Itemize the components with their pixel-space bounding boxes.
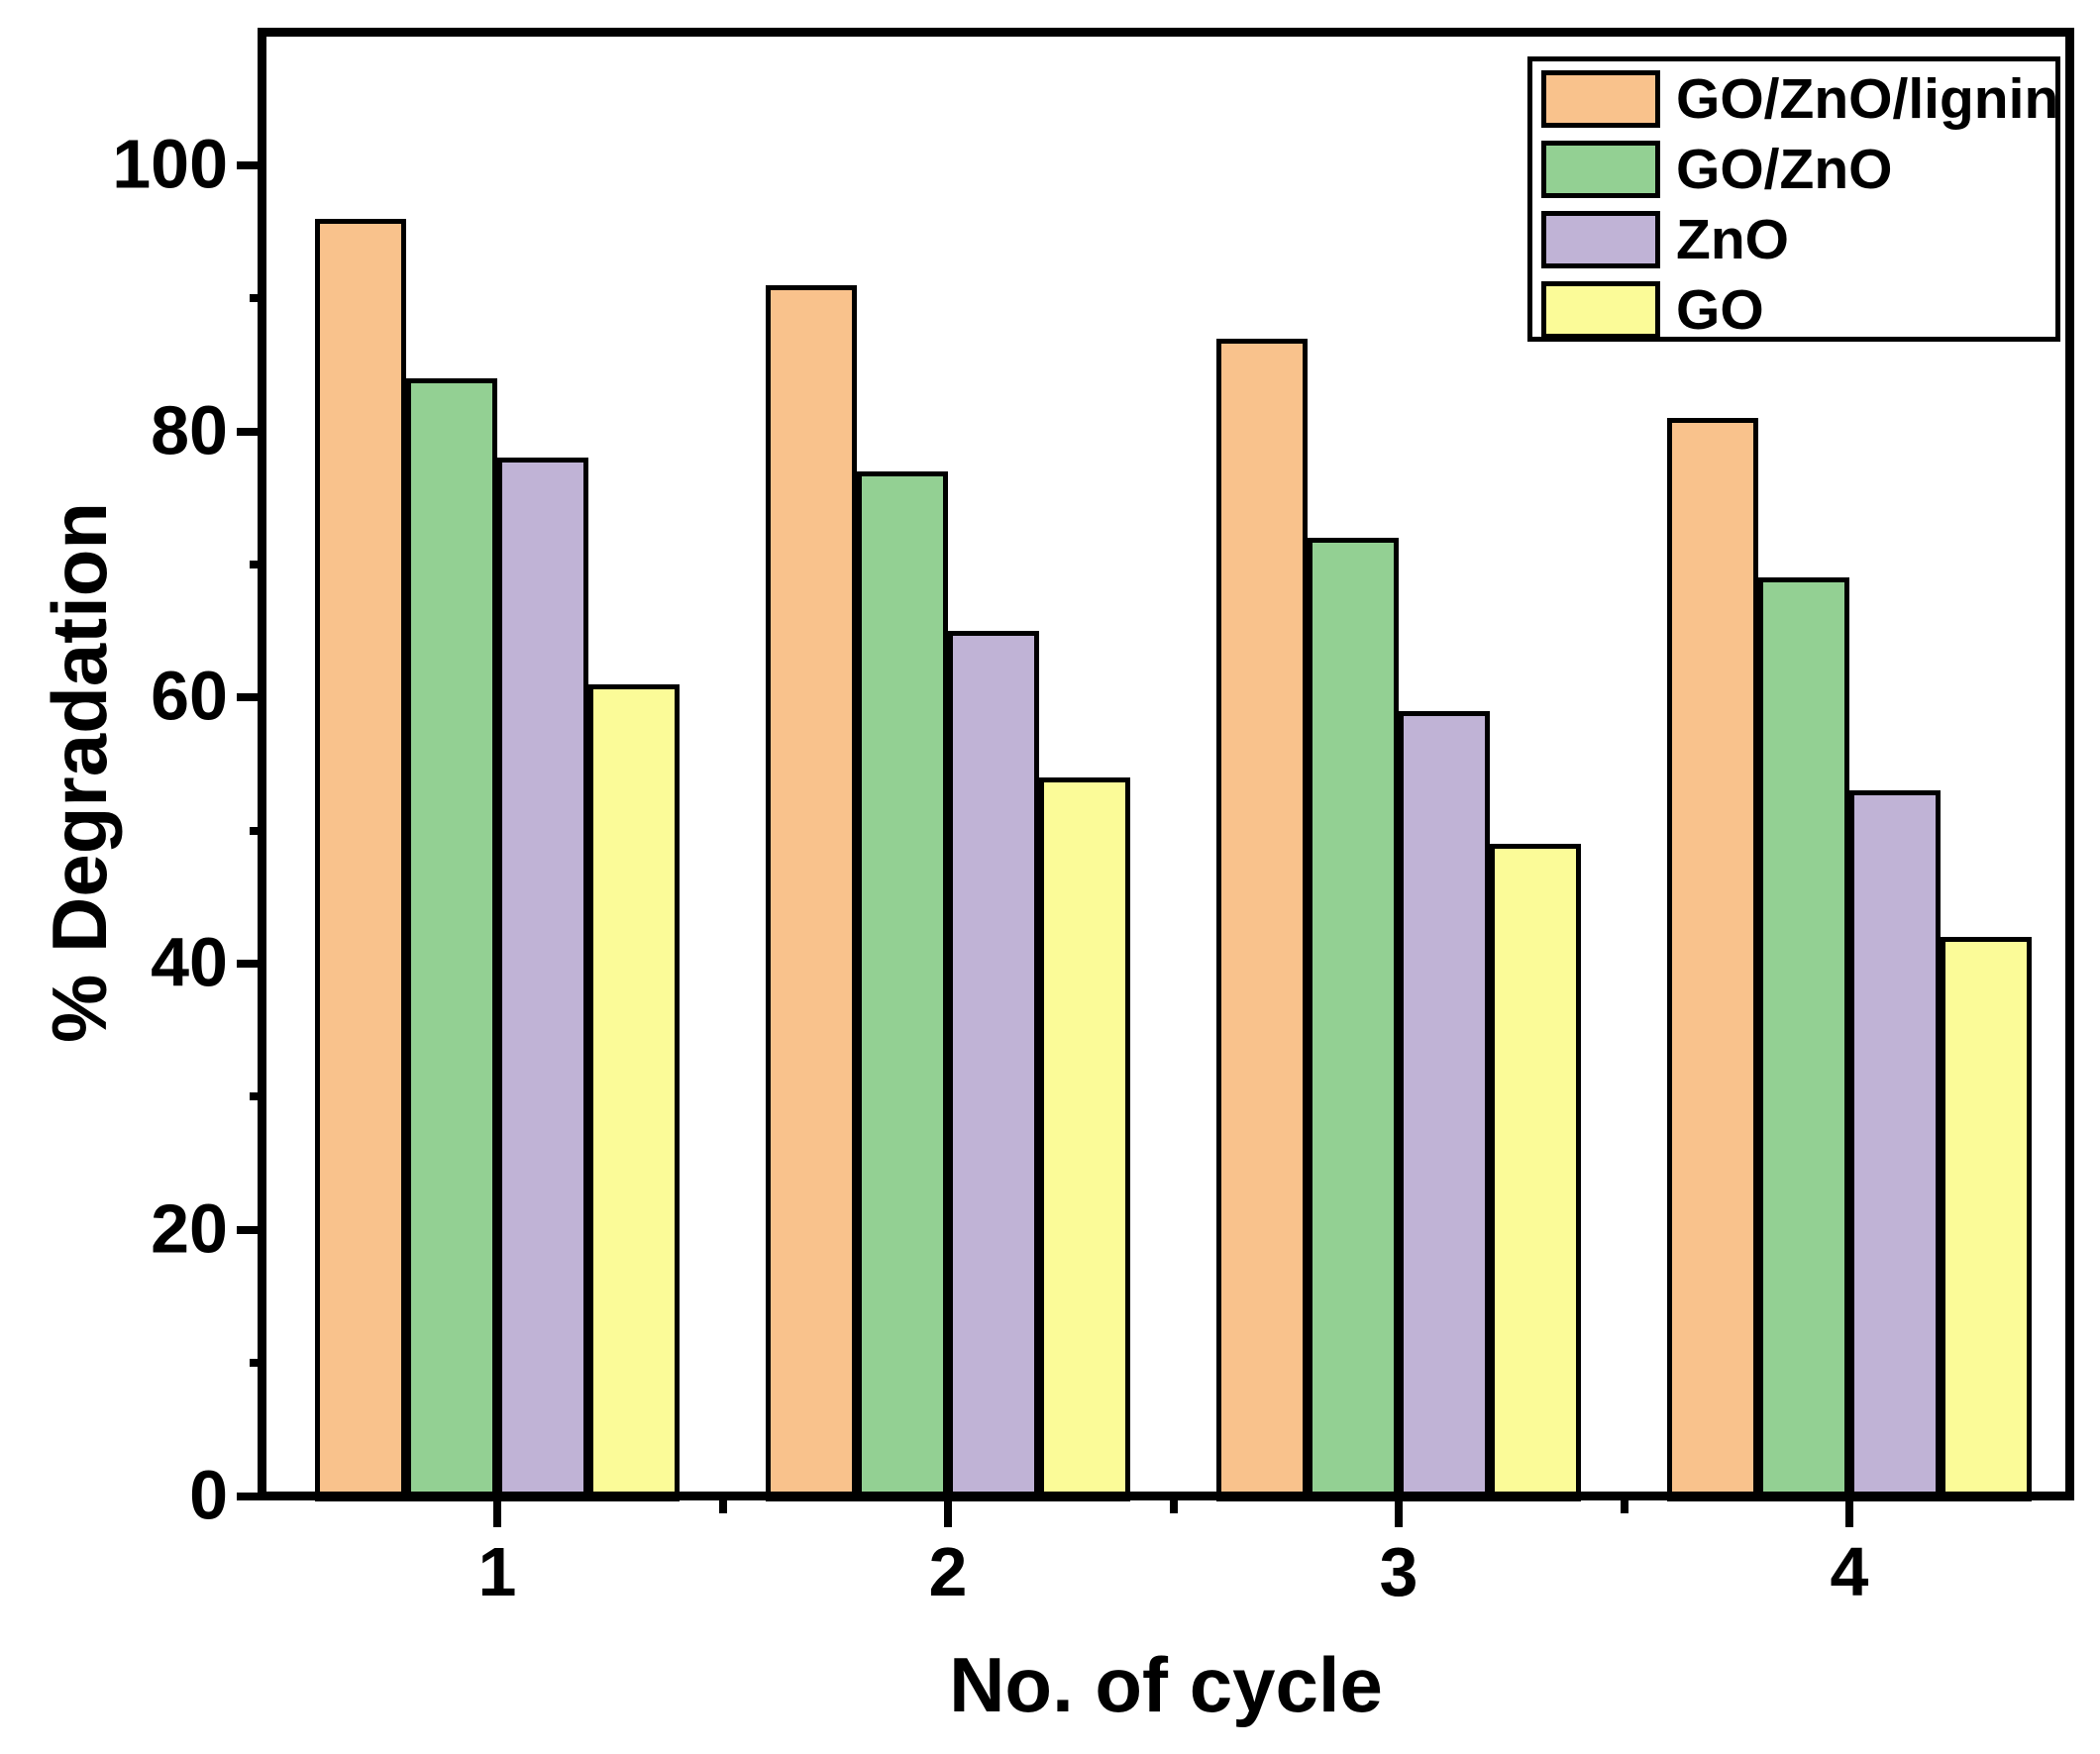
y-minor-tick-10 [249,1359,262,1368]
y-tick-label-40: 40 [151,923,228,1001]
bar-go-zno-lignin-cycle-4 [1667,418,1758,1502]
y-minor-tick-70 [249,560,262,568]
bar-go-zno-lignin-cycle-3 [1216,338,1308,1502]
bar-zno-cycle-2 [948,631,1039,1502]
bar-zno-cycle-3 [1399,710,1490,1502]
x-tick-label-1: 1 [477,1533,517,1610]
x-major-tick-1 [493,1500,501,1527]
x-minor-tick-2.5 [1169,1500,1178,1513]
bar-go-zno-cycle-3 [1308,538,1399,1502]
y-major-tick-0 [236,1492,262,1500]
y-major-tick-80 [236,427,262,436]
legend-item-zno: ZnO [1541,211,2055,268]
y-tick-label-20: 20 [151,1189,228,1268]
bar-go-cycle-3 [1490,844,1581,1502]
y-major-tick-100 [236,160,262,169]
bar-go-zno-cycle-1 [406,377,497,1502]
legend-item-go: GO [1541,281,2055,339]
legend-item-go-zno-lignin: GO/ZnO/lignin [1541,66,2059,131]
legend-swatch-icon [1541,211,1660,268]
y-tick-label-0: 0 [189,1456,228,1534]
x-major-tick-2 [944,1500,952,1527]
y-minor-tick-30 [249,1092,262,1101]
legend-label: ZnO [1676,207,1789,271]
y-minor-tick-90 [249,294,262,303]
y-major-tick-40 [236,960,262,969]
legend-swatch-icon [1541,70,1660,128]
y-major-tick-20 [236,1225,262,1234]
legend-label: GO/ZnO/lignin [1676,66,2059,131]
bar-go-cycle-4 [1941,937,2032,1502]
bar-go-zno-lignin-cycle-1 [315,218,406,1502]
y-tick-label-60: 60 [151,657,228,735]
x-major-tick-4 [1845,1500,1853,1527]
bar-go-cycle-1 [588,683,680,1502]
bar-zno-cycle-4 [1849,790,1941,1502]
x-minor-tick-1.5 [718,1500,727,1513]
x-axis-title: No. of cycle [949,1641,1383,1728]
x-tick-label-3: 3 [1379,1533,1418,1610]
plot-frame [258,28,2074,1500]
y-minor-tick-50 [249,826,262,835]
bar-go-cycle-2 [1039,776,1130,1502]
y-tick-label-80: 80 [151,391,228,469]
legend-item-go-zno: GO/ZnO [1541,141,2055,198]
legend-swatch-icon [1541,141,1660,198]
y-major-tick-60 [236,693,262,702]
legend-label: GO/ZnO [1676,137,1893,201]
bar-go-zno-lignin-cycle-2 [766,284,857,1502]
legend-label: GO [1676,277,1764,342]
y-axis-title: % Degradation [36,501,123,1044]
x-tick-label-4: 4 [1830,1533,1869,1610]
x-tick-label-2: 2 [928,1533,968,1610]
legend: GO/ZnO/lignin GO/ZnO ZnO GO [1527,56,2060,342]
legend-swatch-icon [1541,281,1660,339]
bar-go-zno-cycle-2 [857,470,948,1502]
x-major-tick-3 [1395,1500,1403,1527]
x-minor-tick-3.5 [1620,1500,1628,1513]
y-tick-label-100: 100 [112,125,228,203]
